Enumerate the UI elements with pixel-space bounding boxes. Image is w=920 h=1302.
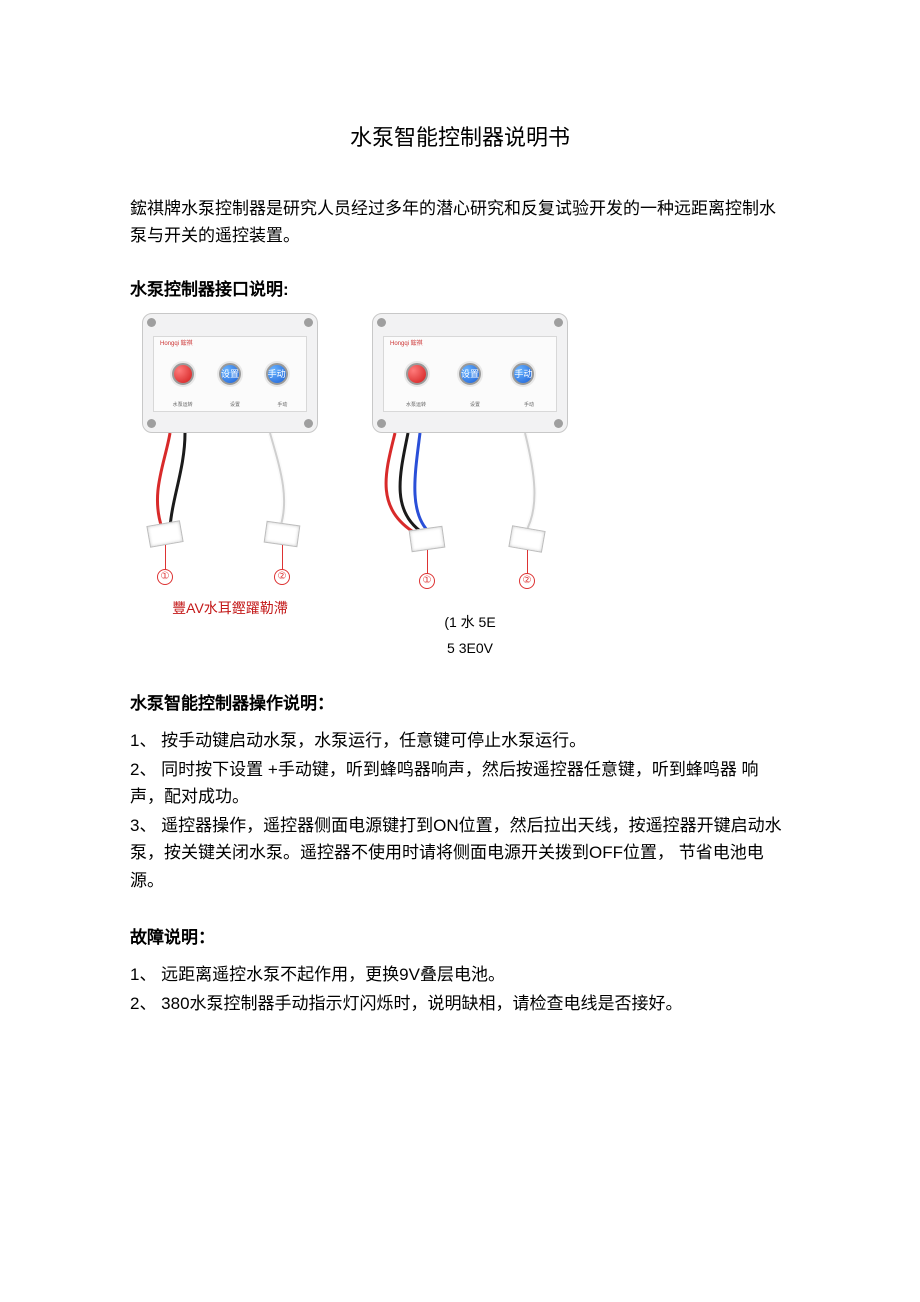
- operation-section: 水泵智能控制器操作说明： 1、 按手动键启动水泵，水泵运行，任意键可停止水泵运行…: [130, 690, 790, 894]
- callout-2: ②: [274, 569, 290, 585]
- device-brand: Hongqi 鋐祺: [390, 340, 423, 350]
- device-1-panel: Hongqi 鋐祺 设置 手动 水泵运转 设置 手动: [153, 336, 307, 412]
- figure-1-caption: 豐AV水耳鏗躍勒滯: [130, 597, 330, 619]
- device-labels: 水泵运转 设置 手动: [154, 401, 306, 409]
- operation-step-1: 1、 按手动键启动水泵，水泵运行，任意键可停止水泵运行。: [130, 727, 790, 754]
- device-2-wires: [360, 433, 580, 583]
- callout-1: ①: [419, 573, 435, 589]
- section2-heading: 水泵智能控制器操作说明：: [130, 690, 790, 717]
- device-1-wires: [130, 433, 330, 583]
- figure-row: Hongqi 鋐祺 设置 手动 水泵运转 设置 手动: [130, 313, 790, 660]
- document-title: 水泵智能控制器说明书: [130, 120, 790, 155]
- section3-heading: 故障说明：: [130, 924, 790, 951]
- device-labels: 水泵运转 设置 手动: [384, 401, 556, 409]
- fault-item-1: 1、 远距离遥控水泵不起作用，更换9V叠层电池。: [130, 961, 790, 988]
- device-button-blue-1: 设置: [459, 363, 481, 385]
- figure-1: Hongqi 鋐祺 设置 手动 水泵运转 设置 手动: [130, 313, 330, 660]
- connector-1: [409, 525, 446, 552]
- intro-paragraph: 鋐祺牌水泵控制器是研究人员经过多年的潜心研究和反复试验开发的一种远距离控制水泵与…: [130, 195, 790, 249]
- figure-2-caption-line1: (1 水 5E: [360, 611, 580, 633]
- device-1-box: Hongqi 鋐祺 设置 手动 水泵运转 设置 手动: [142, 313, 318, 433]
- operation-step-3: 3、 遥控器操作，遥控器侧面电源键打到ON位置，然后拉出天线，按遥控器开键启动水…: [130, 812, 790, 894]
- fault-item-2: 2、 380水泵控制器手动指示灯闪烁时，说明缺相，请检查电线是否接好。: [130, 990, 790, 1017]
- fault-section: 故障说明： 1、 远距离遥控水泵不起作用，更换9V叠层电池。 2、 380水泵控…: [130, 924, 790, 1018]
- figure-2-caption-line2: 5 3E0V: [360, 637, 580, 659]
- device-button-blue-2: 手动: [512, 363, 534, 385]
- device-1: Hongqi 鋐祺 设置 手动 水泵运转 设置 手动: [130, 313, 330, 593]
- callout-2: ②: [519, 573, 535, 589]
- connector-2: [264, 520, 301, 547]
- device-button-red: [172, 363, 194, 385]
- section1-heading: 水泵控制器接口说明:: [130, 276, 790, 303]
- operation-step-2: 2、 同时按下设置 +手动键，听到蜂鸣器响声，然后按遥控器任意键，听到蜂鸣器 响…: [130, 756, 790, 810]
- figure-2: Hongqi 鋐祺 设置 手动 水泵运转 设置 手动: [360, 313, 580, 660]
- device-button-blue-2: 手动: [266, 363, 288, 385]
- device-2-panel: Hongqi 鋐祺 设置 手动 水泵运转 设置 手动: [383, 336, 557, 412]
- device-button-blue-1: 设置: [219, 363, 241, 385]
- device-brand: Hongqi 鋐祺: [160, 340, 193, 350]
- device-2-box: Hongqi 鋐祺 设置 手动 水泵运转 设置 手动: [372, 313, 568, 433]
- device-2: Hongqi 鋐祺 设置 手动 水泵运转 设置 手动: [360, 313, 580, 593]
- device-button-red: [406, 363, 428, 385]
- callout-1: ①: [157, 569, 173, 585]
